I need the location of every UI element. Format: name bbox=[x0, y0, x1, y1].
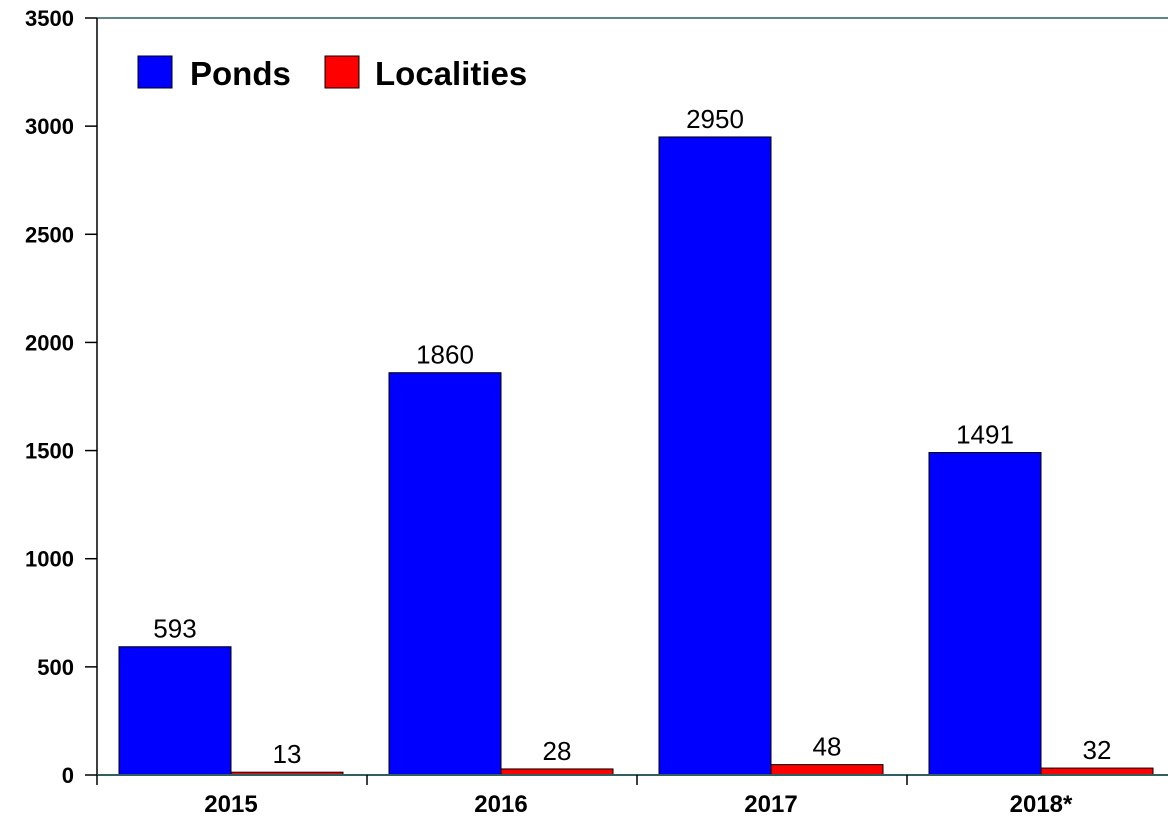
y-tick-label: 0 bbox=[62, 763, 74, 788]
data-label-localities: 13 bbox=[273, 739, 302, 769]
legend-label-ponds: Ponds bbox=[190, 55, 291, 92]
data-label-ponds: 593 bbox=[153, 614, 196, 644]
bar-ponds-2017 bbox=[658, 136, 772, 776]
data-label-ponds: 1491 bbox=[956, 420, 1014, 450]
data-labels: 593 13 1860 28 2950 48 1491 32 bbox=[153, 104, 1111, 769]
x-tick-label: 2017 bbox=[744, 791, 797, 818]
bar-localities-2018* bbox=[1040, 767, 1154, 776]
bar-ponds-2016 bbox=[388, 372, 502, 776]
y-tick-label: 500 bbox=[37, 655, 74, 680]
x-tick-label: 2018* bbox=[1010, 791, 1073, 818]
y-tick-label: 3500 bbox=[25, 6, 74, 31]
legend-swatch-ponds bbox=[137, 55, 173, 89]
data-label-localities: 28 bbox=[543, 736, 572, 766]
legend: Ponds Localities bbox=[137, 55, 527, 92]
bar-ponds-2018* bbox=[928, 452, 1042, 776]
y-tick-label: 2500 bbox=[25, 222, 74, 247]
y-tick-label: 2000 bbox=[25, 330, 74, 355]
x-axis: 2015 2016 2017 2018* bbox=[96, 774, 1168, 818]
x-tick-label: 2015 bbox=[204, 791, 257, 818]
y-tick-label: 1000 bbox=[25, 547, 74, 572]
y-tick-label: 3000 bbox=[25, 114, 74, 139]
y-tick-label: 1500 bbox=[25, 439, 74, 464]
legend-swatch-localities bbox=[324, 55, 360, 89]
y-axis: 0 500 1000 1500 2000 2500 3000 3500 bbox=[25, 6, 98, 788]
data-label-ponds: 1860 bbox=[416, 340, 474, 370]
bars bbox=[118, 136, 1154, 776]
data-label-ponds: 2950 bbox=[686, 104, 744, 134]
data-label-localities: 32 bbox=[1083, 735, 1112, 765]
x-tick-label: 2016 bbox=[474, 791, 527, 818]
legend-label-localities: Localities bbox=[375, 55, 527, 92]
bar-localities-2017 bbox=[770, 764, 884, 776]
data-label-localities: 48 bbox=[813, 732, 842, 762]
bar-ponds-2015 bbox=[118, 646, 232, 776]
